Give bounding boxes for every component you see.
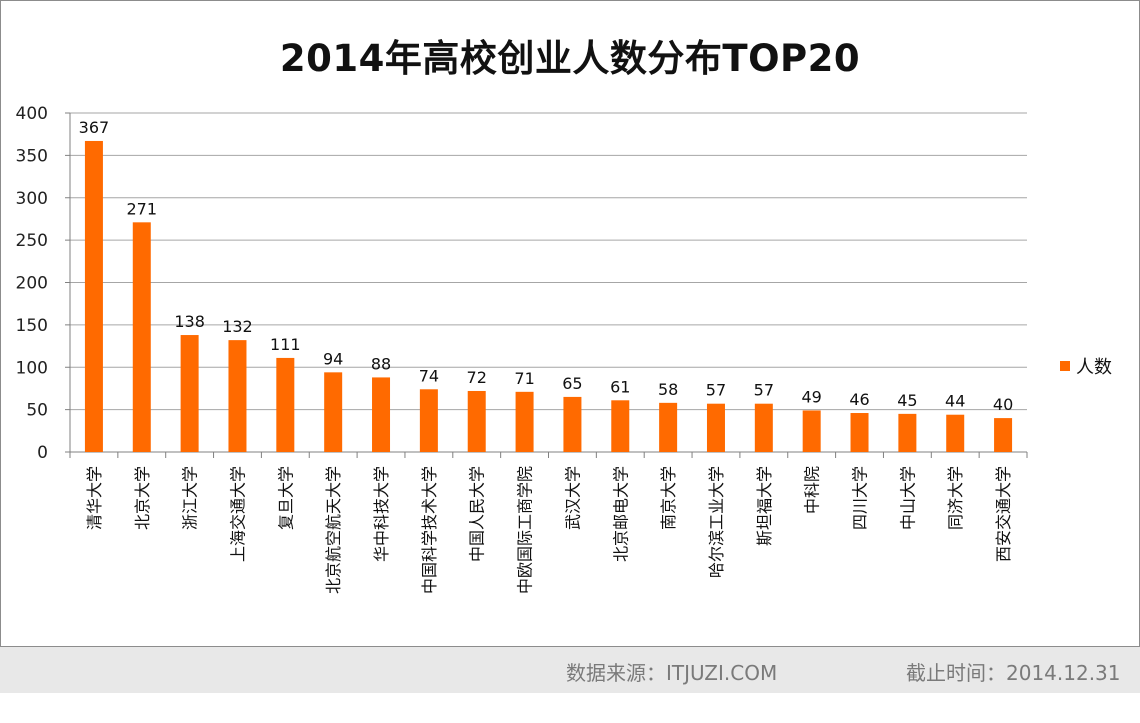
bar-16: [802, 410, 821, 452]
bar-19: [946, 414, 965, 452]
bar-chart: 0 50 100 150 200 250 300 350 400 367 清华大学 271 北京大学 13…: [16, 104, 1112, 594]
data-label-12: 61: [610, 377, 630, 396]
bar-7: [372, 377, 391, 452]
y-tick-label-250: 250: [16, 231, 48, 251]
data-label-18: 45: [897, 391, 917, 410]
bar-8: [419, 389, 438, 452]
category-label-1: 清华大学: [85, 466, 104, 530]
category-label-9: 中国人民大学: [468, 466, 487, 562]
y-tick-label-0: 0: [37, 443, 48, 463]
category-label-2: 北京大学: [133, 466, 152, 530]
category-label-19: 同济大学: [946, 466, 965, 530]
y-tick-label-100: 100: [16, 358, 48, 378]
data-label-19: 44: [945, 392, 965, 411]
data-source-text: 数据来源：ITJUZI.COM: [566, 661, 778, 685]
y-tick-label-200: 200: [16, 274, 48, 294]
bar-15: [754, 403, 773, 452]
data-label-11: 65: [562, 374, 582, 393]
category-label-17: 四川大学: [851, 466, 870, 530]
bar-20: [994, 418, 1013, 452]
category-label-10: 中欧国际工商学院: [516, 466, 535, 594]
category-label-16: 中科院: [803, 466, 822, 514]
y-tick-label-150: 150: [16, 316, 48, 336]
bar-17: [850, 413, 869, 452]
bar-18: [898, 413, 917, 452]
y-tick-label-350: 350: [16, 146, 48, 166]
bar-9: [467, 390, 486, 452]
data-label-20: 40: [993, 395, 1013, 414]
bar-3: [180, 335, 199, 452]
chart-frame: [0, 0, 1140, 647]
bar-10: [515, 391, 534, 452]
data-label-13: 58: [658, 380, 678, 399]
data-label-1: 367: [79, 118, 110, 137]
y-tick-label-400: 400: [16, 104, 48, 124]
chart-title: 2014年高校创业人数分布TOP20: [279, 37, 861, 80]
bar-6: [324, 372, 343, 452]
category-label-20: 西安交通大学: [994, 466, 1013, 562]
bar-13: [659, 402, 678, 452]
data-label-3: 138: [174, 312, 205, 331]
data-label-2: 271: [127, 199, 158, 218]
data-label-9: 72: [467, 368, 487, 387]
category-label-6: 北京航空航天大学: [324, 466, 343, 594]
category-label-15: 斯坦福大学: [755, 466, 774, 546]
category-label-18: 中山大学: [898, 466, 917, 530]
category-label-12: 北京邮电大学: [611, 466, 630, 562]
category-label-7: 华中科技大学: [372, 466, 391, 562]
data-label-10: 71: [514, 369, 534, 388]
bar-14: [706, 403, 725, 452]
y-tick-label-300: 300: [16, 189, 48, 209]
data-label-16: 49: [801, 387, 821, 406]
data-label-6: 94: [323, 349, 343, 368]
category-label-8: 中国科学技术大学: [420, 466, 439, 594]
bar-4: [228, 340, 247, 452]
category-label-4: 上海交通大学: [228, 466, 247, 562]
category-label-14: 哈尔滨工业大学: [707, 466, 726, 578]
bar-5: [276, 357, 295, 452]
bar-11: [563, 396, 582, 452]
data-label-15: 57: [754, 381, 774, 400]
category-label-13: 南京大学: [659, 466, 678, 530]
footer: 数据来源：ITJUZI.COM 截止时间：2014.12.31: [0, 647, 1140, 693]
category-label-11: 武汉大学: [563, 466, 582, 530]
data-label-17: 46: [849, 390, 869, 409]
legend-swatch: [1060, 361, 1070, 371]
data-label-5: 111: [270, 335, 301, 354]
data-label-14: 57: [706, 381, 726, 400]
data-label-8: 74: [419, 366, 439, 385]
bar-1: [84, 140, 103, 452]
cutoff-date-text: 截止时间：2014.12.31: [906, 661, 1121, 685]
data-label-7: 88: [371, 354, 391, 373]
category-label-5: 复旦大学: [276, 466, 295, 530]
category-label-3: 浙江大学: [181, 466, 200, 530]
bar-12: [611, 400, 630, 452]
data-label-4: 132: [222, 317, 253, 336]
y-tick-label-50: 50: [26, 401, 48, 421]
legend-label: 人数: [1076, 357, 1112, 378]
bar-2: [132, 222, 151, 452]
